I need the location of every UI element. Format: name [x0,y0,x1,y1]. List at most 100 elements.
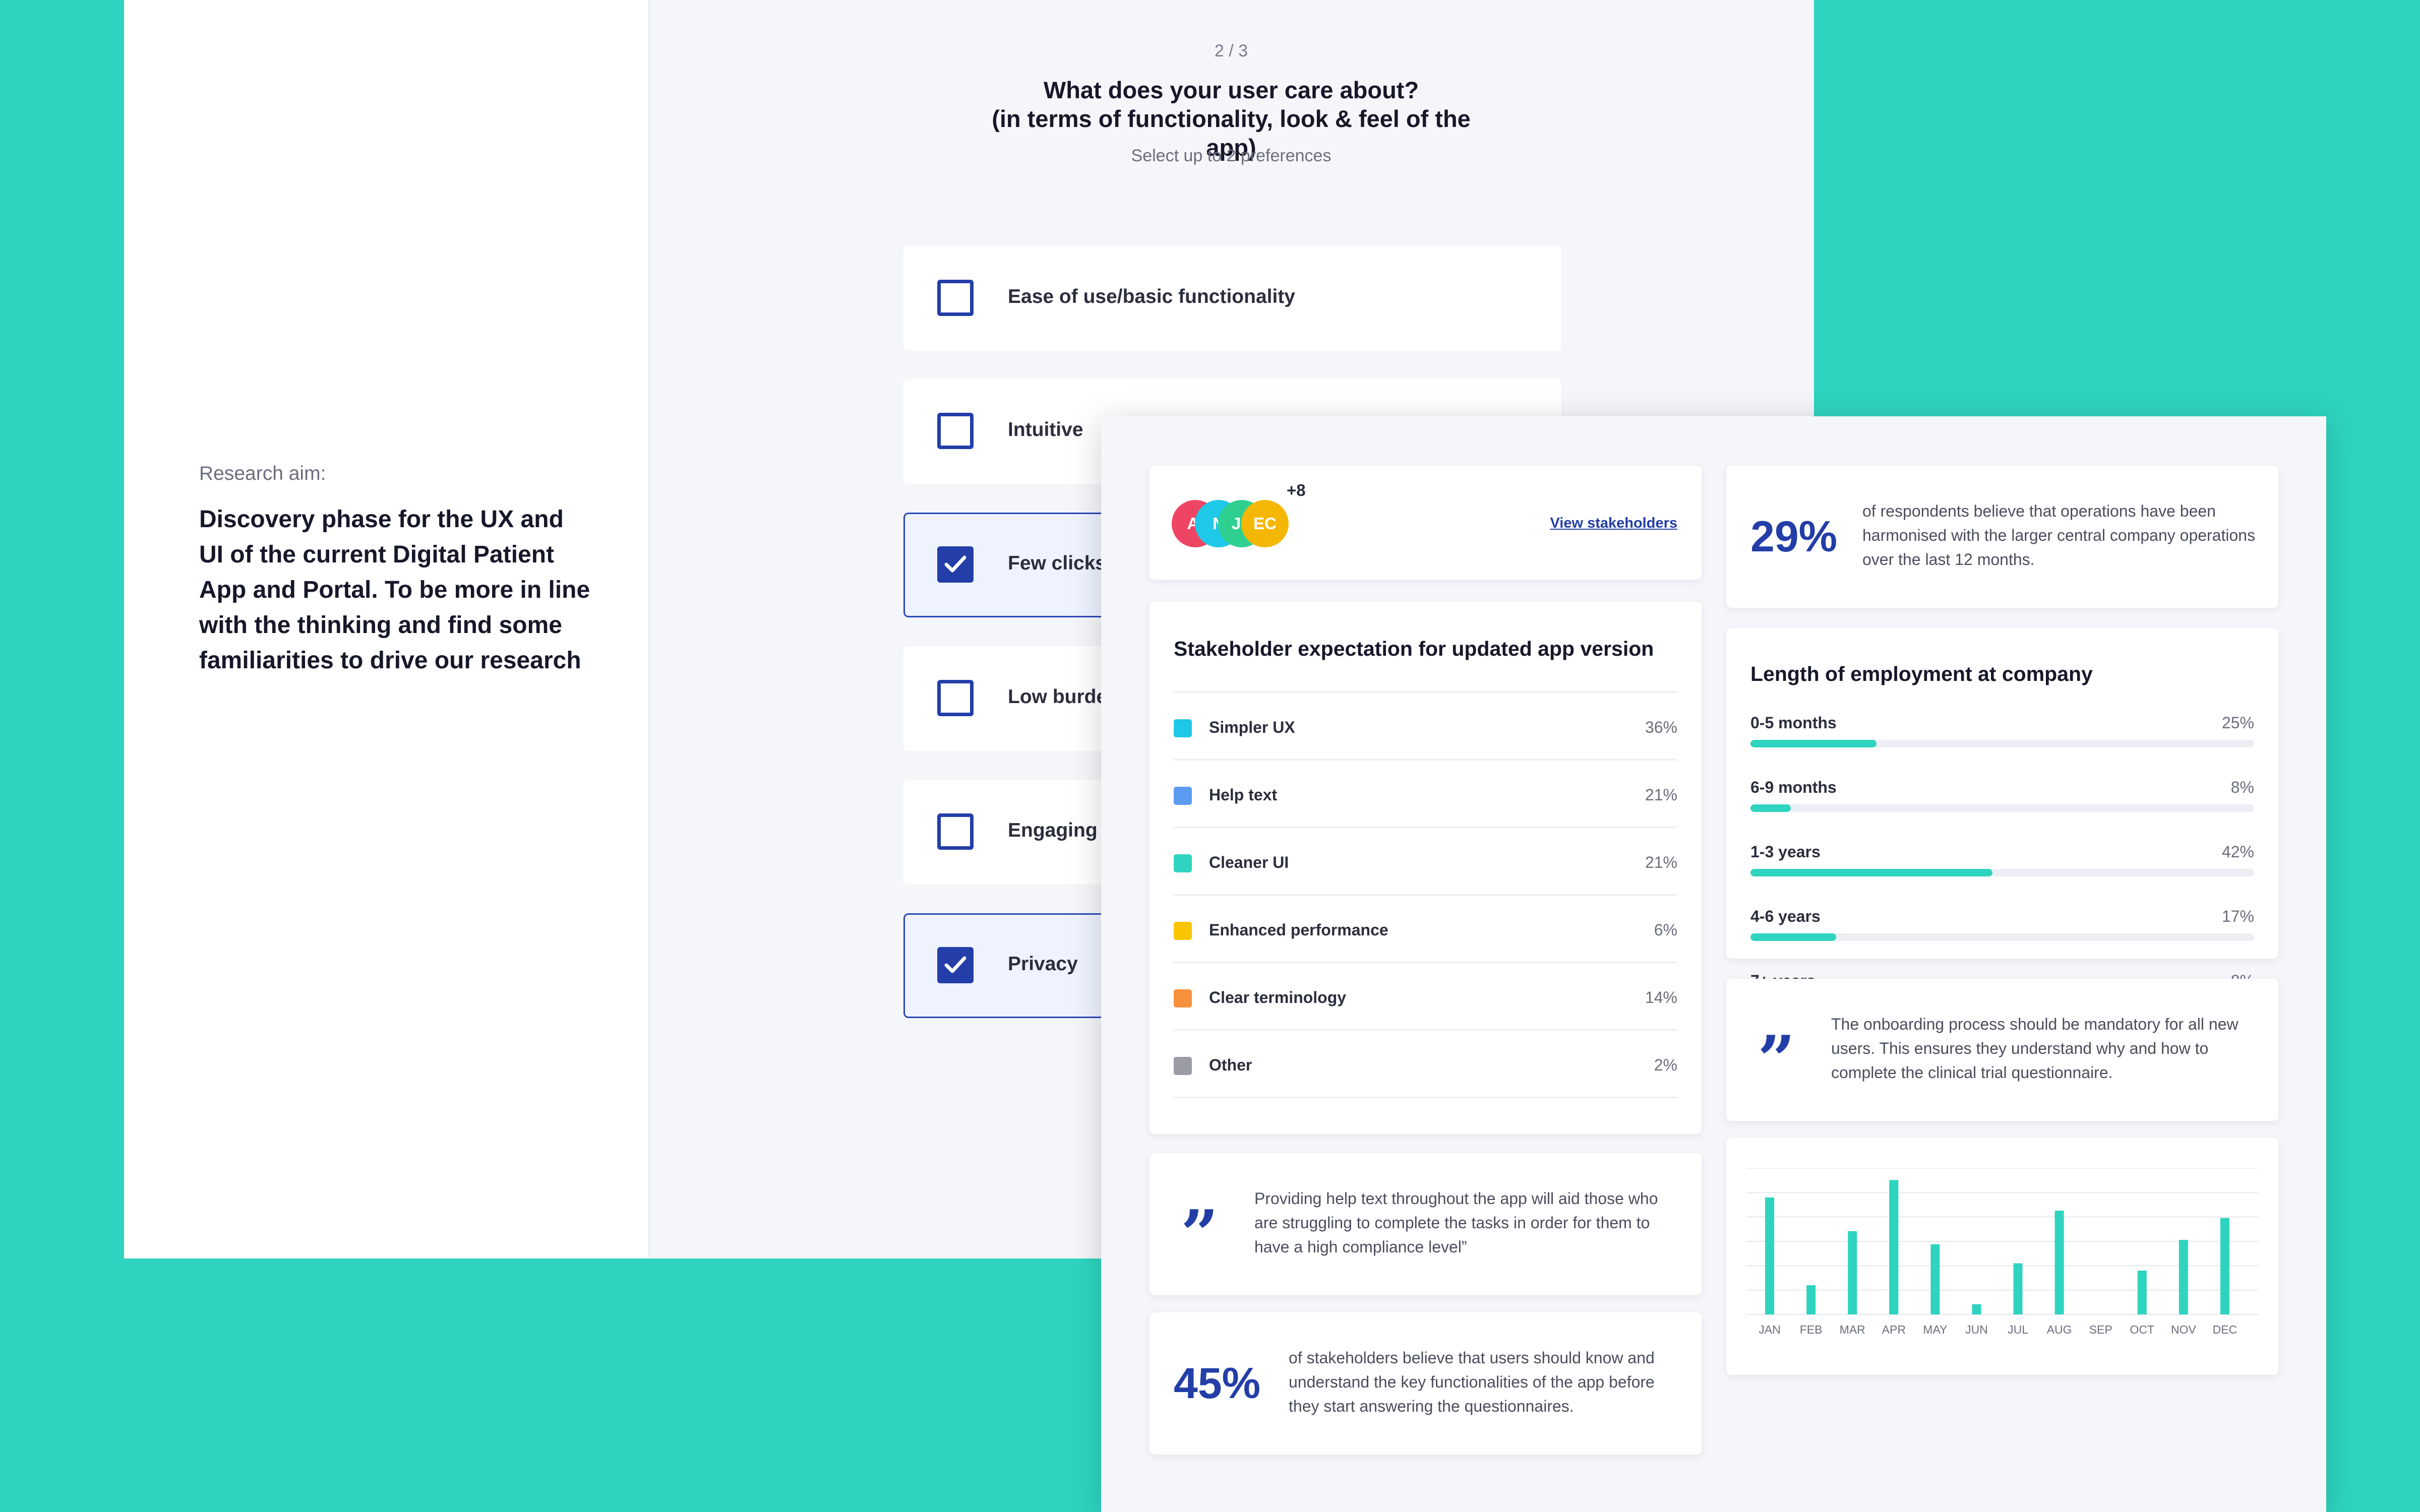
chart-bar [1889,1180,1899,1314]
chart-bar [2054,1211,2064,1314]
month-tick-label: NOV [2171,1323,2197,1336]
monthly-chart-card: JAN FEB MAR APR MAY JUN JUL AUG SEP OCT NOV DEC [1726,1138,2278,1375]
research-aim-panel: Research aim: Discovery phase for the UX… [124,0,650,1258]
expectation-name: Clear terminology [1209,988,1347,1006]
quote-text-onboarding: The onboarding process should be mandato… [1831,1015,2238,1082]
selection-hint: Select up to 2 preferences [1131,146,1332,165]
stakeholder-avatar[interactable]: EC [1241,500,1289,547]
checkmark-icon [944,956,966,973]
more-stakeholders-count: +8 [1287,481,1306,499]
stat-value-29: 29% [1750,513,1838,561]
employment-range: 6-9 months [1750,778,1837,796]
quote-icon: ” [1181,1195,1219,1273]
checkbox-unchecked[interactable] [937,813,974,850]
month-tick-label: MAR [1840,1323,1865,1336]
legend-swatch [1174,1057,1192,1075]
employment-row: 1-3 years 42% [1750,843,2254,883]
progress-fill [1750,933,1836,941]
progress-fill [1750,740,1877,747]
progress-track [1750,869,2254,876]
chart-bar [1806,1285,1816,1314]
option-label: Intuitive [1008,419,1083,440]
month-tick-label: OCT [2130,1323,2155,1336]
research-aim-text: Discovery phase for the UX and UI of the… [199,506,590,674]
chart-bar [2220,1218,2229,1314]
legend-swatch [1174,922,1192,940]
legend-swatch [1174,989,1192,1007]
expectations-title: Stakeholder expectation for updated app … [1174,637,1654,660]
step-counter: 2 / 3 [1214,41,1248,60]
employment-percent: 8% [2230,778,2254,796]
stat-text-29: of respondents believe that operations h… [1862,502,2256,569]
question-line-2: (in terms of functionality, look & feel … [992,105,1471,161]
checkmark-icon [944,555,966,573]
legend-swatch [1174,719,1192,737]
monthly-bar-chart: JAN FEB MAR APR MAY JUN JUL AUG SEP OCT NOV DEC [1746,1168,2258,1336]
expectation-row: Enhanced performance 6% [1174,896,1677,963]
option-label: Low burden [1008,686,1119,708]
stat-value-45: 45% [1174,1359,1261,1408]
chart-bar [1930,1244,1940,1314]
expectation-percent: 14% [1645,988,1677,1006]
quote-icon: ” [1758,1021,1795,1098]
expectation-name: Enhanced performance [1209,921,1388,939]
chart-bar [2013,1263,2023,1314]
chart-bar [2179,1240,2188,1314]
question-line-1: What does your user care about? [1043,77,1419,103]
stat-text-45: of stakeholders believe that users shoul… [1289,1349,1655,1415]
employment-row: 4-6 years 17% [1750,907,2254,948]
expectations-card: Stakeholder expectation for updated app … [1150,602,1702,1134]
month-tick-label: JAN [1759,1323,1780,1336]
expectations-list: Simpler UX 36% Help text 21% Cleaner UI 21% En… [1174,691,1677,1098]
chart-bar [1765,1198,1775,1314]
month-tick-label: SEP [2089,1323,2112,1336]
expectation-name: Other [1209,1056,1252,1074]
expectation-percent: 21% [1645,853,1677,871]
progress-fill [1750,804,1791,812]
stakeholders-card: AINJSEC +8 View stakeholders [1150,466,1702,580]
month-tick-label: JUN [1965,1323,1988,1336]
view-stakeholders-link[interactable]: View stakeholders [1550,515,1677,531]
research-aim-label: Research aim: [199,463,326,484]
quote-text-help: Providing help text throughout the app w… [1254,1189,1658,1256]
chart-bar [1848,1231,1857,1314]
employment-range: 0-5 months [1750,714,1837,732]
chart-bar [1972,1304,1981,1314]
checkbox-checked[interactable] [937,546,974,583]
progress-track [1750,804,2254,812]
stat-card-45: 45% of stakeholders believe that users s… [1150,1312,1702,1455]
expectation-name: Cleaner UI [1209,853,1289,871]
option-label: Engaging [1008,820,1098,841]
expectation-row: Simpler UX 36% [1174,693,1677,761]
dashboard-window: AINJSEC +8 View stakeholders Stakeholder… [1101,416,2326,1512]
checkbox-unchecked[interactable] [937,413,974,449]
legend-swatch [1174,854,1192,872]
month-tick-label: MAY [1923,1323,1947,1336]
month-tick-label: FEB [1800,1323,1823,1336]
option-label: Few clicks [1008,552,1107,574]
month-tick-label: JUL [2008,1323,2028,1336]
quote-card-help-text: ” Providing help text throughout the app… [1150,1153,1702,1295]
checkbox-unchecked[interactable] [937,680,974,716]
month-tick-label: AUG [2047,1323,2072,1336]
progress-track [1750,740,2254,747]
checkbox-checked[interactable] [937,947,974,983]
expectation-row: Clear terminology 14% [1174,963,1677,1031]
expectation-percent: 6% [1654,921,1677,939]
option-card[interactable]: Ease of use/basic functionality [903,246,1561,351]
employment-card: Length of employment at company 0-5 mont… [1726,628,2278,1005]
employment-range: 1-3 years [1750,843,1821,861]
employment-row: 6-9 months 8% [1750,778,2254,818]
stat-card-29: 29% of respondents believe that operatio… [1726,466,2278,608]
employment-title: Length of employment at company [1750,662,2093,685]
option-label: Ease of use/basic functionality [1008,286,1295,307]
quote-card-onboarding: ” The onboarding process should be manda… [1726,979,2278,1121]
chart-bar [2137,1271,2147,1314]
progress-track [1750,933,2254,941]
employment-percent: 17% [2221,907,2254,925]
checkbox-unchecked[interactable] [937,280,974,316]
expectation-row: Cleaner UI 21% [1174,828,1677,896]
progress-fill [1750,869,1992,876]
option-label: Privacy [1008,953,1078,975]
employment-range: 4-6 years [1750,907,1821,925]
